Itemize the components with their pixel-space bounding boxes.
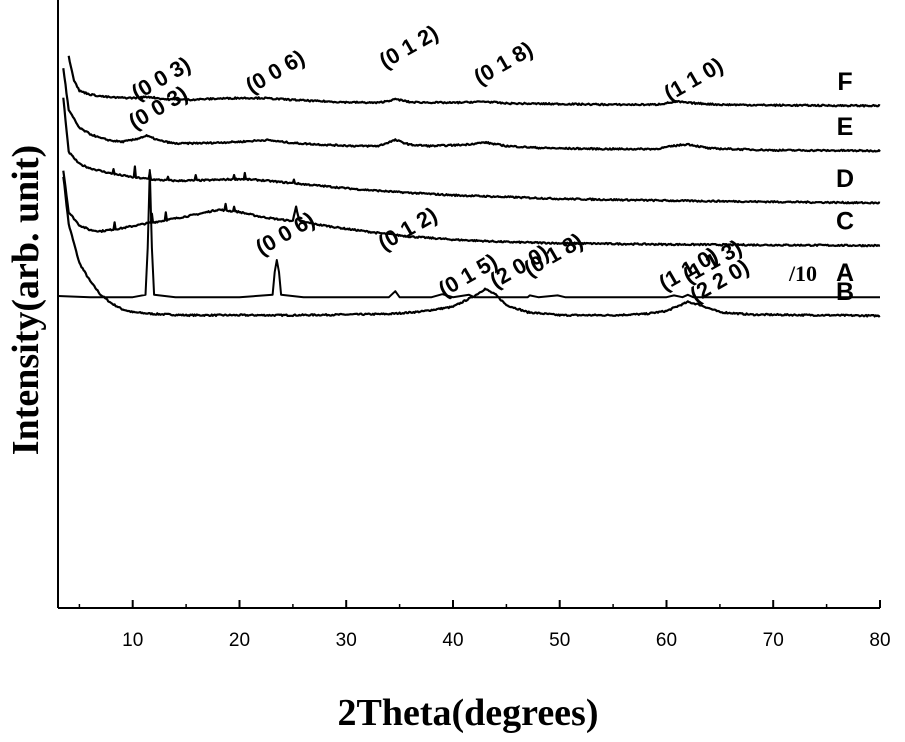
x-tick-label-30: 30 bbox=[336, 630, 357, 651]
peak-label-b-0: (2 0 0) bbox=[485, 240, 553, 293]
x-tick-label-60: 60 bbox=[656, 630, 677, 651]
x-tick-label-20: 20 bbox=[229, 630, 250, 651]
x-ticks: 10 20 30 40 50 60 70 80 bbox=[78, 600, 891, 651]
series-d-trace bbox=[62, 97, 881, 205]
peak-label-a-1: (0 0 6) bbox=[251, 207, 319, 260]
x-tick-label-80: 80 bbox=[869, 630, 890, 651]
x-tick-label-70: 70 bbox=[763, 630, 784, 651]
peak-labels: (0 0 3)(0 0 6) (0 1 2)(0 1 5) (0 1 8) (1 1 … bbox=[124, 20, 753, 307]
series-b-trace bbox=[62, 176, 881, 318]
y-axis-title: Intensity(arb. unit) bbox=[5, 145, 47, 455]
series-traces bbox=[57, 55, 881, 318]
peak-label-f-2: (0 1 2) bbox=[375, 20, 443, 73]
peak-label-f-4: (1 1 0) bbox=[660, 52, 728, 105]
axes bbox=[57, 0, 880, 609]
series-label-b: B bbox=[836, 278, 854, 306]
x-tick-label-40: 40 bbox=[442, 630, 463, 651]
peak-label-f-1: (0 0 6) bbox=[241, 45, 309, 98]
series-label-f: F bbox=[837, 68, 852, 96]
x-tick-label-10: 10 bbox=[122, 630, 143, 651]
x-axis-title: 2Theta(degrees) bbox=[337, 692, 598, 734]
series-label-c: C bbox=[836, 208, 854, 236]
peak-label-f-3: (0 1 8) bbox=[469, 36, 537, 89]
series-label-a: A bbox=[836, 259, 854, 287]
series-label-e: E bbox=[837, 113, 854, 141]
series-e-trace bbox=[62, 68, 881, 153]
series-c-trace bbox=[62, 170, 881, 248]
x-tick-label-50: 50 bbox=[549, 630, 570, 651]
series-f-trace bbox=[67, 55, 881, 108]
peak-label-a-2: (0 1 2) bbox=[374, 202, 442, 255]
series-label-d: D bbox=[836, 165, 854, 193]
scale-note-a: /10 bbox=[788, 261, 817, 286]
